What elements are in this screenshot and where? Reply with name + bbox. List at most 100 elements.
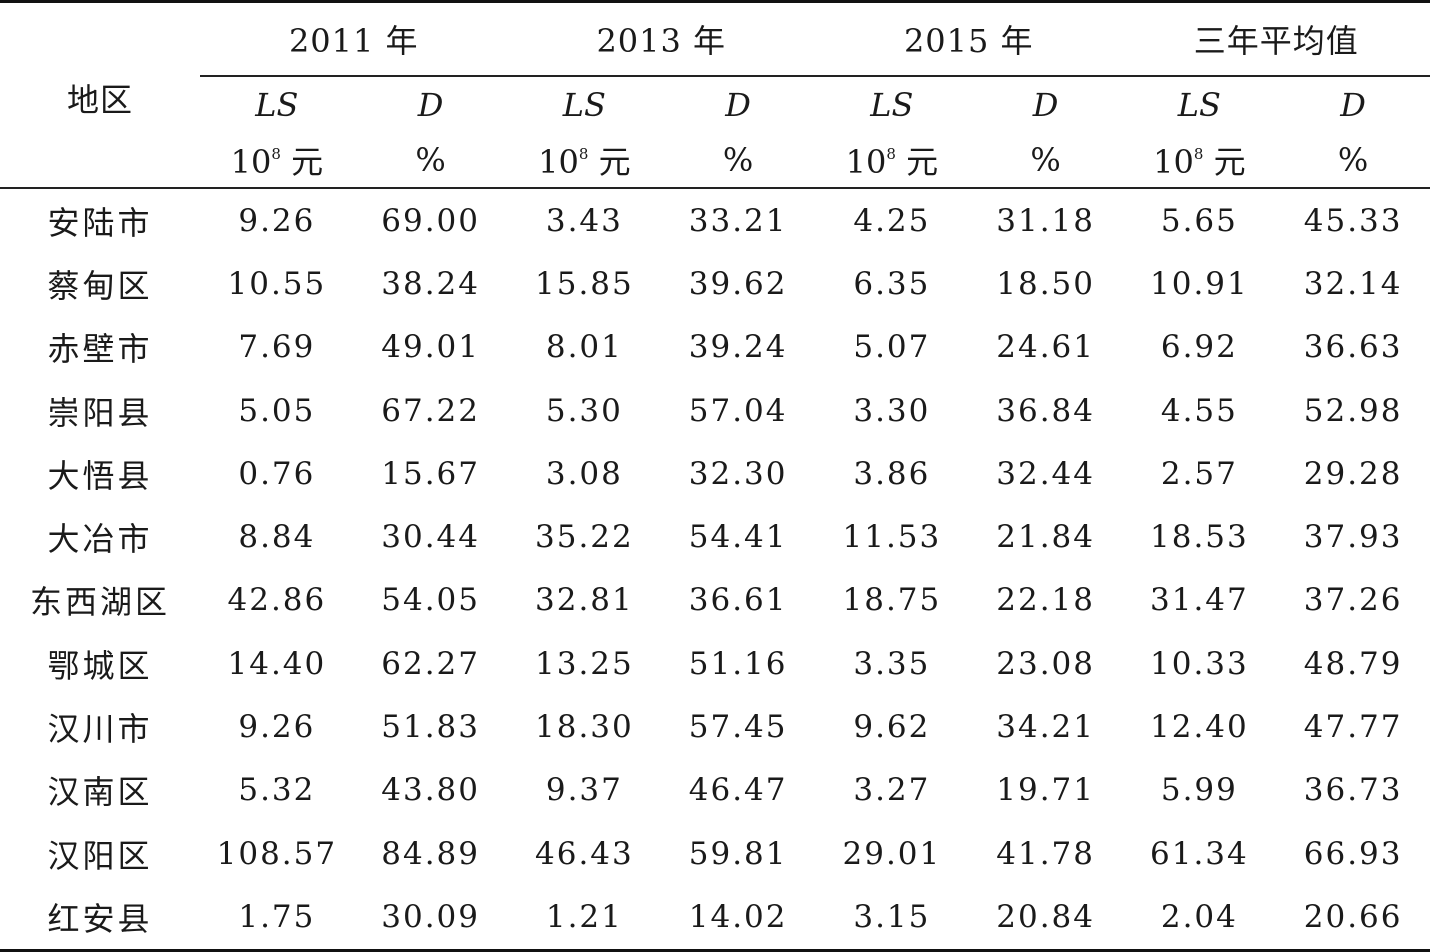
- ls-value-cell: 35.22: [508, 505, 662, 568]
- d-value-cell: 69.00: [354, 188, 508, 252]
- d-value-cell: 36.73: [1276, 759, 1430, 822]
- ls-value-cell: 42.86: [200, 569, 354, 632]
- d-value-cell: 15.67: [354, 442, 508, 505]
- unit-suffix: 元: [1214, 143, 1246, 181]
- ls-value-cell: 10.91: [1123, 252, 1277, 315]
- unit-header-d: %: [661, 133, 815, 188]
- unit-suffix: 元: [906, 143, 938, 181]
- ls-value-cell: 14.40: [200, 632, 354, 695]
- var-header-ls: LS: [1123, 76, 1277, 133]
- var-header-d: D: [354, 76, 508, 133]
- d-value-cell: 20.84: [969, 885, 1123, 950]
- unit-suffix: 元: [599, 143, 631, 181]
- ls-value-cell: 3.27: [815, 759, 969, 822]
- group-header-2015: 2015 年: [815, 2, 1123, 77]
- ls-value-cell: 31.47: [1123, 569, 1277, 632]
- ls-value-cell: 46.43: [508, 822, 662, 885]
- ls-value-cell: 8.84: [200, 505, 354, 568]
- d-value-cell: 36.61: [661, 569, 815, 632]
- unit-base: 10: [538, 143, 579, 181]
- var-header-ls: LS: [815, 76, 969, 133]
- d-value-cell: 20.66: [1276, 885, 1430, 950]
- region-cell: 大悟县: [0, 442, 200, 505]
- ls-value-cell: 5.05: [200, 379, 354, 442]
- d-value-cell: 34.21: [969, 695, 1123, 758]
- unit-suffix: 元: [291, 143, 323, 181]
- d-value-cell: 67.22: [354, 379, 508, 442]
- header-row-units: 108 元 % 108 元 % 108 元 % 108 元 %: [0, 133, 1430, 188]
- region-column-header: 地区: [0, 2, 200, 189]
- ls-value-cell: 10.55: [200, 252, 354, 315]
- ls-value-cell: 3.86: [815, 442, 969, 505]
- region-cell: 红安县: [0, 885, 200, 950]
- d-value-cell: 30.44: [354, 505, 508, 568]
- group-header-average: 三年平均值: [1123, 2, 1430, 77]
- unit-header-d: %: [354, 133, 508, 188]
- ls-value-cell: 3.35: [815, 632, 969, 695]
- var-header-d: D: [969, 76, 1123, 133]
- unit-exponent: 8: [271, 145, 281, 163]
- unit-exponent: 8: [579, 145, 589, 163]
- region-cell: 汉南区: [0, 759, 200, 822]
- var-header-ls: LS: [200, 76, 354, 133]
- d-value-cell: 39.24: [661, 316, 815, 379]
- d-value-cell: 24.61: [969, 316, 1123, 379]
- d-value-cell: 46.47: [661, 759, 815, 822]
- group-header-2011: 2011 年: [200, 2, 508, 77]
- table-header: 地区 2011 年 2013 年 2015 年 三年平均值 LS D LS D …: [0, 2, 1430, 189]
- ls-value-cell: 9.62: [815, 695, 969, 758]
- unit-exponent: 8: [1194, 145, 1204, 163]
- header-row-years: 地区 2011 年 2013 年 2015 年 三年平均值: [0, 2, 1430, 77]
- ls-value-cell: 10.33: [1123, 632, 1277, 695]
- ls-value-cell: 9.26: [200, 695, 354, 758]
- ls-value-cell: 3.15: [815, 885, 969, 950]
- d-value-cell: 32.14: [1276, 252, 1430, 315]
- ls-value-cell: 5.07: [815, 316, 969, 379]
- region-cell: 鄂城区: [0, 632, 200, 695]
- d-value-cell: 54.41: [661, 505, 815, 568]
- unit-header-ls: 108 元: [508, 133, 662, 188]
- d-value-cell: 51.83: [354, 695, 508, 758]
- unit-header-ls: 108 元: [815, 133, 969, 188]
- unit-base: 10: [1153, 143, 1194, 181]
- region-cell: 赤壁市: [0, 316, 200, 379]
- d-value-cell: 33.21: [661, 188, 815, 252]
- ls-value-cell: 3.30: [815, 379, 969, 442]
- ls-value-cell: 18.75: [815, 569, 969, 632]
- ls-value-cell: 15.85: [508, 252, 662, 315]
- ls-value-cell: 32.81: [508, 569, 662, 632]
- ls-value-cell: 5.32: [200, 759, 354, 822]
- unit-header-ls: 108 元: [200, 133, 354, 188]
- ls-value-cell: 12.40: [1123, 695, 1277, 758]
- ls-value-cell: 1.75: [200, 885, 354, 950]
- region-cell: 蔡甸区: [0, 252, 200, 315]
- region-cell: 安陆市: [0, 188, 200, 252]
- ls-value-cell: 6.92: [1123, 316, 1277, 379]
- unit-header-d: %: [969, 133, 1123, 188]
- ls-value-cell: 2.04: [1123, 885, 1277, 950]
- d-value-cell: 36.84: [969, 379, 1123, 442]
- ls-value-cell: 61.34: [1123, 822, 1277, 885]
- var-header-ls: LS: [508, 76, 662, 133]
- ls-value-cell: 9.37: [508, 759, 662, 822]
- d-value-cell: 32.44: [969, 442, 1123, 505]
- d-value-cell: 41.78: [969, 822, 1123, 885]
- d-value-cell: 37.93: [1276, 505, 1430, 568]
- d-value-cell: 14.02: [661, 885, 815, 950]
- d-value-cell: 31.18: [969, 188, 1123, 252]
- ls-value-cell: 29.01: [815, 822, 969, 885]
- d-value-cell: 84.89: [354, 822, 508, 885]
- ls-value-cell: 8.01: [508, 316, 662, 379]
- ls-value-cell: 18.53: [1123, 505, 1277, 568]
- ls-value-cell: 4.25: [815, 188, 969, 252]
- d-value-cell: 29.28: [1276, 442, 1430, 505]
- ls-value-cell: 3.08: [508, 442, 662, 505]
